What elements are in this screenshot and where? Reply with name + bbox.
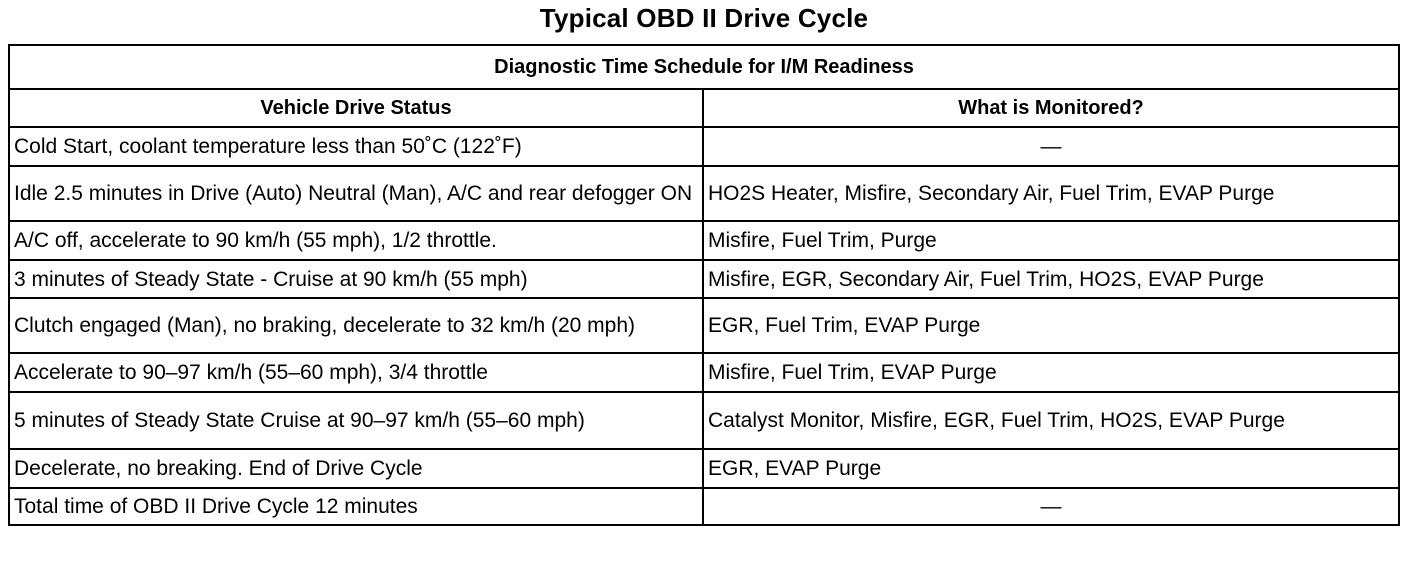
- drive-cycle-table: Diagnostic Time Schedule for I/M Readine…: [8, 44, 1400, 526]
- monitored-cell: —: [702, 126, 1400, 167]
- drive-status-cell: Accelerate to 90–97 km/h (55–60 mph), 3/…: [8, 352, 704, 393]
- table-caption-row: Diagnostic Time Schedule for I/M Readine…: [8, 44, 1400, 90]
- monitored-cell: EGR, EVAP Purge: [702, 448, 1400, 489]
- drive-status-cell: A/C off, accelerate to 90 km/h (55 mph),…: [8, 220, 704, 261]
- table-row: Clutch engaged (Man), no braking, decele…: [8, 297, 1400, 354]
- monitored-cell: —: [702, 487, 1400, 526]
- column-header-drive-status: Vehicle Drive Status: [8, 88, 704, 128]
- monitored-cell: Misfire, Fuel Trim, EVAP Purge: [702, 352, 1400, 393]
- monitored-cell: EGR, Fuel Trim, EVAP Purge: [702, 297, 1400, 354]
- drive-status-cell: 3 minutes of Steady State - Cruise at 90…: [8, 259, 704, 299]
- monitored-cell: HO2S Heater, Misfire, Secondary Air, Fue…: [702, 165, 1400, 222]
- drive-status-cell: Idle 2.5 minutes in Drive (Auto) Neutral…: [8, 165, 704, 222]
- table-row: Cold Start, coolant temperature less tha…: [8, 126, 1400, 167]
- table-header-row: Vehicle Drive Status What is Monitored?: [8, 88, 1400, 128]
- monitored-cell: Misfire, Fuel Trim, Purge: [702, 220, 1400, 261]
- table-row: Accelerate to 90–97 km/h (55–60 mph), 3/…: [8, 352, 1400, 393]
- drive-status-cell: Total time of OBD II Drive Cycle 12 minu…: [8, 487, 704, 526]
- table-row: Decelerate, no breaking. End of Drive Cy…: [8, 448, 1400, 489]
- table-row: Idle 2.5 minutes in Drive (Auto) Neutral…: [8, 165, 1400, 222]
- document-title: Typical OBD II Drive Cycle: [539, 3, 869, 33]
- table-row: 5 minutes of Steady State Cruise at 90–9…: [8, 391, 1400, 450]
- drive-status-cell: Cold Start, coolant temperature less tha…: [8, 126, 704, 167]
- table-row: Total time of OBD II Drive Cycle 12 minu…: [8, 487, 1400, 526]
- column-header-monitored: What is Monitored?: [702, 88, 1400, 128]
- drive-status-cell: 5 minutes of Steady State Cruise at 90–9…: [8, 391, 704, 450]
- drive-status-cell: Clutch engaged (Man), no braking, decele…: [8, 297, 704, 354]
- table-caption: Diagnostic Time Schedule for I/M Readine…: [8, 44, 1400, 90]
- table-row: 3 minutes of Steady State - Cruise at 90…: [8, 259, 1400, 299]
- drive-status-cell: Decelerate, no breaking. End of Drive Cy…: [8, 448, 704, 489]
- monitored-cell: Catalyst Monitor, Misfire, EGR, Fuel Tri…: [702, 391, 1400, 450]
- monitored-cell: Misfire, EGR, Secondary Air, Fuel Trim, …: [702, 259, 1400, 299]
- table-row: A/C off, accelerate to 90 km/h (55 mph),…: [8, 220, 1400, 261]
